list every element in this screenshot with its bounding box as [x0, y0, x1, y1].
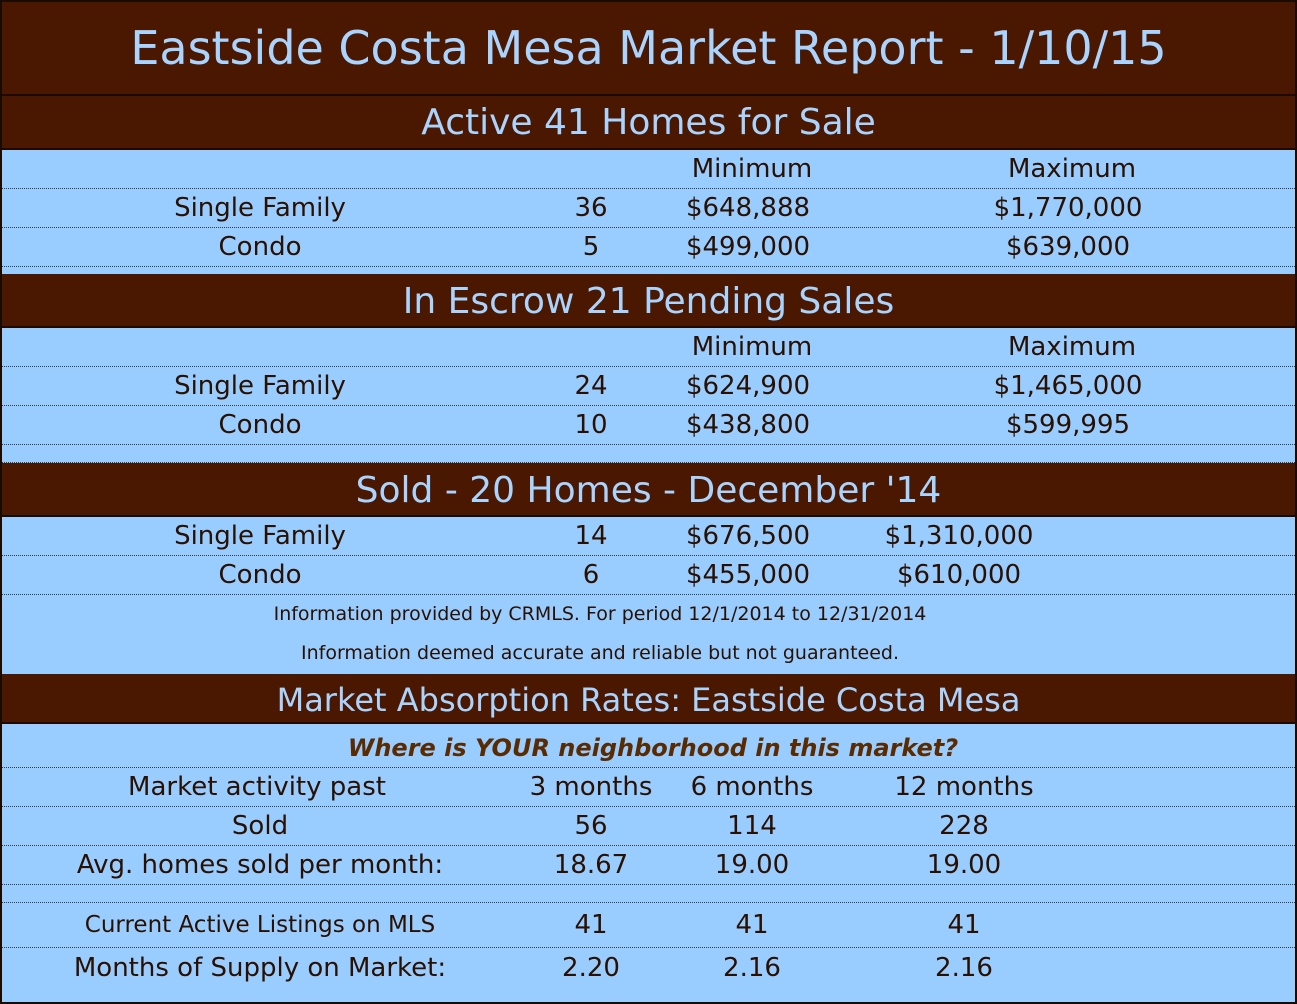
active-max-header: Maximum	[1007, 154, 1137, 184]
source-note: Information provided by CRMLS. For perio…	[273, 603, 927, 625]
max-price: $639,000	[1005, 232, 1131, 262]
listing-count: 24	[574, 371, 608, 401]
property-type: Single Family	[174, 193, 346, 223]
listing-count: 36	[574, 193, 608, 223]
listings-6-months: 41	[735, 910, 769, 940]
active-min-header: Minimum	[691, 154, 813, 184]
report-title: Eastside Costa Mesa Market Report - 1/10…	[130, 21, 1167, 75]
table-row: Condo 10 $438,800 $599,995	[2, 406, 1295, 445]
property-type: Single Family	[174, 371, 346, 401]
table-row: Condo 6 $455,000 $610,000	[2, 556, 1295, 595]
active-column-header-row: Minimum Maximum	[2, 150, 1295, 189]
note-row: Information deemed accurate and reliable…	[2, 634, 1295, 672]
neighborhood-question: Where is YOUR neighborhood in this marke…	[347, 734, 959, 762]
escrow-max-header: Maximum	[1007, 332, 1137, 362]
min-price: $624,900	[685, 371, 811, 401]
spacer-row	[2, 445, 1295, 463]
table-row: Avg. homes sold per month: 18.67 19.00 1…	[2, 846, 1295, 885]
escrow-header-band: In Escrow 21 Pending Sales	[2, 274, 1295, 328]
escrow-header: In Escrow 21 Pending Sales	[402, 281, 895, 322]
min-price: $455,000	[685, 560, 811, 590]
active-header-band: Active 41 Homes for Sale	[2, 96, 1295, 150]
avg-12-months: 19.00	[926, 850, 1002, 880]
table-row: Single Family 14 $676,500 $1,310,000	[2, 517, 1295, 556]
supply-3-months: 2.20	[562, 953, 620, 983]
max-price: $1,310,000	[884, 521, 1034, 551]
period-header-row: Market activity past 3 months 6 months 1…	[2, 768, 1295, 807]
max-price: $1,465,000	[993, 371, 1143, 401]
max-price: $610,000	[896, 560, 1022, 590]
question-row: Where is YOUR neighborhood in this marke…	[2, 729, 1295, 768]
sold-header-band: Sold - 20 Homes - December '14	[2, 463, 1295, 517]
sold-header: Sold - 20 Homes - December '14	[355, 470, 942, 511]
table-row: Sold 56 114 228	[2, 807, 1295, 846]
min-price: $499,000	[685, 232, 811, 262]
property-type: Condo	[218, 410, 302, 440]
absorption-header-band: Market Absorption Rates: Eastside Costa …	[2, 674, 1295, 724]
supply-12-months: 2.16	[935, 953, 993, 983]
escrow-column-header-row: Minimum Maximum	[2, 328, 1295, 367]
spacer-row	[2, 885, 1295, 903]
disclaimer-note: Information deemed accurate and reliable…	[300, 642, 900, 664]
table-row: Condo 5 $499,000 $639,000	[2, 228, 1295, 267]
sold-count: 6	[582, 560, 600, 590]
min-price: $648,888	[685, 193, 811, 223]
min-price: $676,500	[685, 521, 811, 551]
activity-label: Market activity past	[128, 772, 386, 802]
listing-count: 10	[574, 410, 608, 440]
active-header: Active 41 Homes for Sale	[421, 102, 876, 143]
escrow-min-header: Minimum	[691, 332, 813, 362]
table-row: Single Family 36 $648,888 $1,770,000	[2, 189, 1295, 228]
listings-12-months: 41	[947, 910, 981, 940]
supply-6-months: 2.16	[723, 953, 781, 983]
avg-6-months: 19.00	[714, 850, 790, 880]
sold-6-months: 114	[727, 811, 777, 841]
sold-label: Sold	[231, 811, 289, 841]
table-row: Months of Supply on Market: 2.20 2.16 2.…	[2, 948, 1295, 988]
report-title-band: Eastside Costa Mesa Market Report - 1/10…	[2, 2, 1295, 96]
listings-3-months: 41	[574, 910, 608, 940]
period-3-months: 3 months	[529, 772, 653, 802]
listing-count: 5	[582, 232, 600, 262]
sold-count: 14	[574, 521, 608, 551]
avg-3-months: 18.67	[553, 850, 629, 880]
property-type: Condo	[218, 232, 302, 262]
absorption-header: Market Absorption Rates: Eastside Costa …	[276, 681, 1021, 719]
sold-12-months: 228	[939, 811, 989, 841]
property-type: Single Family	[174, 521, 346, 551]
supply-label: Months of Supply on Market:	[73, 953, 447, 983]
avg-label: Avg. homes sold per month:	[76, 850, 444, 880]
property-type: Condo	[218, 560, 302, 590]
sold-3-months: 56	[574, 811, 608, 841]
max-price: $1,770,000	[993, 193, 1143, 223]
listings-label: Current Active Listings on MLS	[84, 912, 436, 938]
period-12-months: 12 months	[894, 772, 1034, 802]
max-price: $599,995	[1005, 410, 1131, 440]
period-6-months: 6 months	[690, 772, 814, 802]
table-row: Single Family 24 $624,900 $1,465,000	[2, 367, 1295, 406]
note-row: Information provided by CRMLS. For perio…	[2, 595, 1295, 633]
min-price: $438,800	[685, 410, 811, 440]
table-row: Current Active Listings on MLS 41 41 41	[2, 903, 1295, 948]
